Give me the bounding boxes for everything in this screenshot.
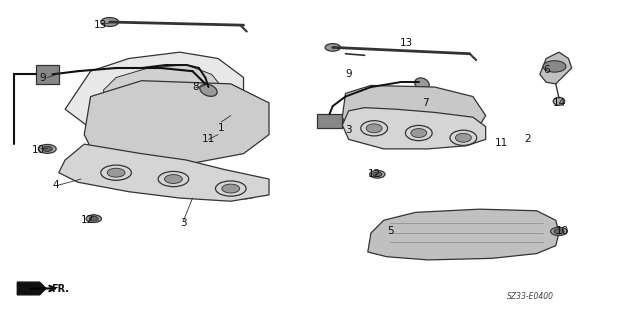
Text: 11: 11 — [202, 134, 215, 144]
Ellipse shape — [107, 168, 125, 177]
Polygon shape — [84, 81, 269, 163]
Text: FR.: FR. — [51, 284, 69, 294]
Polygon shape — [65, 52, 244, 135]
Ellipse shape — [164, 175, 182, 183]
Ellipse shape — [360, 115, 388, 132]
Text: 14: 14 — [552, 98, 566, 108]
Polygon shape — [317, 114, 342, 128]
Circle shape — [325, 44, 340, 51]
Polygon shape — [540, 52, 572, 84]
Text: 13: 13 — [399, 38, 413, 48]
Circle shape — [543, 61, 566, 72]
Ellipse shape — [232, 185, 255, 196]
Text: 10: 10 — [556, 226, 569, 236]
Circle shape — [554, 229, 564, 234]
Circle shape — [42, 146, 52, 151]
Circle shape — [38, 144, 56, 153]
Circle shape — [86, 215, 101, 222]
Text: 9: 9 — [40, 73, 46, 83]
Ellipse shape — [200, 84, 217, 96]
Polygon shape — [59, 144, 269, 201]
Text: 6: 6 — [543, 65, 550, 75]
Ellipse shape — [446, 123, 474, 140]
Ellipse shape — [411, 129, 427, 138]
Polygon shape — [368, 209, 559, 260]
Text: 7: 7 — [422, 98, 428, 108]
Polygon shape — [17, 282, 46, 295]
Text: 12: 12 — [81, 215, 94, 225]
Polygon shape — [342, 85, 486, 146]
Text: 3: 3 — [180, 219, 186, 228]
Ellipse shape — [456, 133, 471, 142]
Text: SZ33-E0400: SZ33-E0400 — [507, 292, 554, 301]
Ellipse shape — [169, 172, 204, 189]
Ellipse shape — [222, 184, 240, 193]
Ellipse shape — [452, 126, 468, 137]
Text: 2: 2 — [524, 134, 531, 144]
Text: 12: 12 — [367, 169, 381, 179]
Circle shape — [370, 171, 385, 178]
Circle shape — [100, 18, 118, 27]
Polygon shape — [36, 65, 59, 84]
Text: 4: 4 — [52, 180, 59, 190]
Text: 5: 5 — [387, 226, 394, 236]
Ellipse shape — [366, 124, 382, 133]
Polygon shape — [103, 65, 225, 122]
Polygon shape — [342, 108, 486, 149]
Text: 1: 1 — [218, 123, 225, 133]
Text: 11: 11 — [495, 138, 508, 148]
Ellipse shape — [175, 175, 197, 186]
Ellipse shape — [365, 118, 383, 129]
Circle shape — [90, 216, 99, 221]
Text: 10: 10 — [32, 146, 45, 156]
Text: 13: 13 — [93, 20, 107, 30]
Text: 3: 3 — [346, 125, 352, 135]
Ellipse shape — [105, 162, 140, 180]
Ellipse shape — [111, 165, 134, 177]
Text: 8: 8 — [193, 82, 199, 92]
Ellipse shape — [553, 97, 564, 105]
Ellipse shape — [415, 78, 429, 90]
Ellipse shape — [410, 122, 428, 132]
Ellipse shape — [404, 118, 433, 135]
Circle shape — [550, 227, 567, 236]
Text: 9: 9 — [346, 69, 352, 79]
Ellipse shape — [226, 181, 261, 199]
Circle shape — [373, 172, 382, 177]
